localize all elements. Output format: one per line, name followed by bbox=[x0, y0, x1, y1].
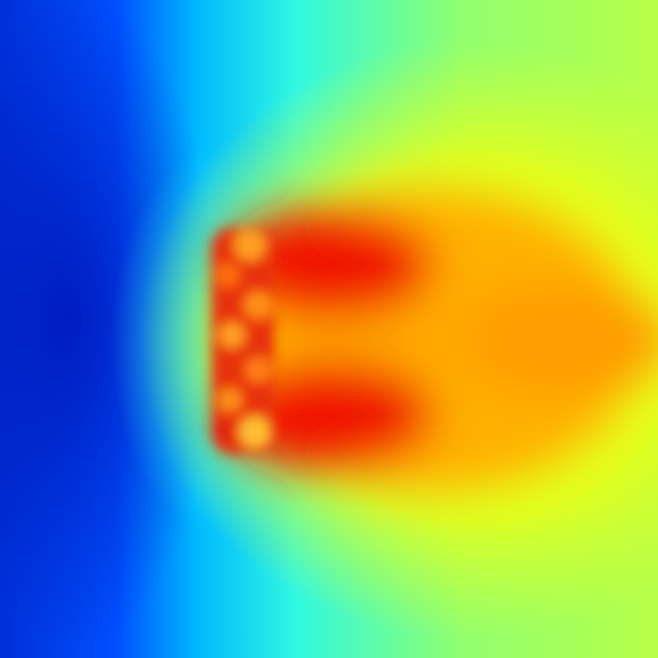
source-column bbox=[212, 228, 274, 454]
blob bbox=[212, 420, 232, 440]
blob bbox=[245, 357, 271, 383]
hot-region bbox=[220, 190, 658, 490]
blob bbox=[219, 322, 245, 348]
blob bbox=[239, 416, 271, 448]
orange-tail bbox=[450, 285, 658, 395]
blob bbox=[234, 229, 266, 261]
red-lobe-bottom bbox=[225, 360, 435, 470]
red-lobe-top bbox=[225, 210, 435, 320]
center-band bbox=[310, 312, 490, 368]
blob bbox=[216, 263, 240, 287]
blob bbox=[218, 388, 242, 412]
blob bbox=[244, 291, 272, 319]
